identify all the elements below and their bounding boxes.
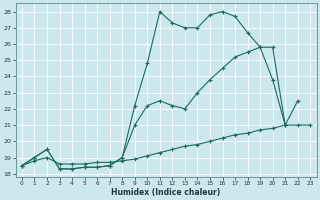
X-axis label: Humidex (Indice chaleur): Humidex (Indice chaleur)	[111, 188, 221, 197]
